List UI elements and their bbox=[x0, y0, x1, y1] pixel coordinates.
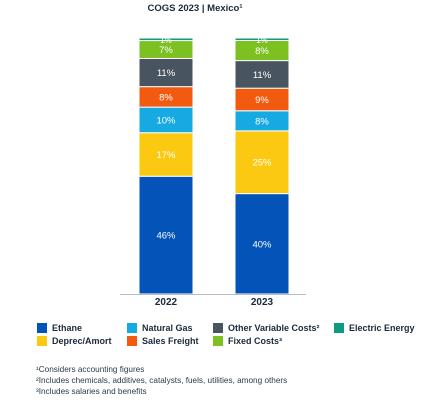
legend-item-other-variable-costs: Other Variable Costs² bbox=[213, 323, 334, 333]
legend-swatch bbox=[37, 336, 47, 346]
legend-item-ethane: Ethane bbox=[37, 323, 127, 333]
legend-swatch bbox=[127, 323, 137, 333]
legend-label: Ethane bbox=[52, 323, 83, 333]
data-label: 46% bbox=[156, 231, 176, 242]
footnotes: ¹Considers accounting figures ²Includes … bbox=[36, 364, 287, 397]
chart-title: COGS 2023 | Mexico¹ bbox=[147, 3, 243, 14]
stacked-bar-chart: 46%17%10%8%11%7%1%202240%25%8%9%11%8%1%2… bbox=[120, 36, 306, 308]
legend-swatch bbox=[213, 336, 223, 346]
data-label: 7% bbox=[159, 45, 173, 56]
legend-label: Electric Energy bbox=[349, 323, 415, 333]
bar-segment bbox=[138, 37, 194, 42]
legend-item-sales-freight: Sales Freight bbox=[127, 336, 213, 346]
data-label: 1% bbox=[256, 36, 268, 45]
legend-swatch bbox=[334, 323, 344, 333]
bar-segment bbox=[234, 37, 290, 42]
legend-label: Natural Gas bbox=[142, 323, 193, 333]
footnote-3: ³Includes salaries and benefits bbox=[36, 387, 147, 396]
chart-legend: Ethane Natural Gas Other Variable Costs²… bbox=[37, 323, 437, 346]
bar-segment bbox=[234, 60, 290, 89]
footnote-1: ¹Considers accounting figures bbox=[36, 365, 145, 374]
legend-label: Sales Freight bbox=[142, 336, 199, 346]
data-label: 11% bbox=[253, 70, 272, 81]
data-label: 25% bbox=[252, 158, 272, 169]
legend-swatch bbox=[213, 323, 223, 333]
data-label: 10% bbox=[156, 115, 176, 126]
legend-item-deprec-amort: Deprec/Amort bbox=[37, 336, 127, 346]
data-label: 11% bbox=[157, 68, 176, 79]
footnote-2: ²Includes chemicals, additives, catalyst… bbox=[36, 376, 288, 385]
bar-segment bbox=[234, 193, 290, 295]
data-label: 1% bbox=[160, 36, 172, 45]
data-label: 8% bbox=[255, 46, 269, 57]
data-label: 8% bbox=[159, 92, 173, 103]
legend-swatch bbox=[37, 323, 47, 333]
legend-label: Deprec/Amort bbox=[52, 336, 112, 346]
legend-label: Fixed Costs³ bbox=[228, 336, 283, 346]
legend-label: Other Variable Costs² bbox=[228, 323, 320, 333]
x-tick-label: 2023 bbox=[251, 297, 274, 308]
legend-item-electric-energy: Electric Energy bbox=[334, 323, 424, 333]
data-label: 40% bbox=[252, 239, 272, 250]
legend-swatch bbox=[127, 336, 137, 346]
data-label: 9% bbox=[255, 95, 269, 106]
legend-item-natural-gas: Natural Gas bbox=[127, 323, 213, 333]
data-label: 8% bbox=[255, 116, 269, 127]
data-label: 17% bbox=[156, 150, 176, 161]
legend-item-fixed-costs: Fixed Costs³ bbox=[213, 336, 334, 346]
bar-segment bbox=[138, 132, 194, 177]
x-tick-label: 2022 bbox=[155, 297, 178, 308]
